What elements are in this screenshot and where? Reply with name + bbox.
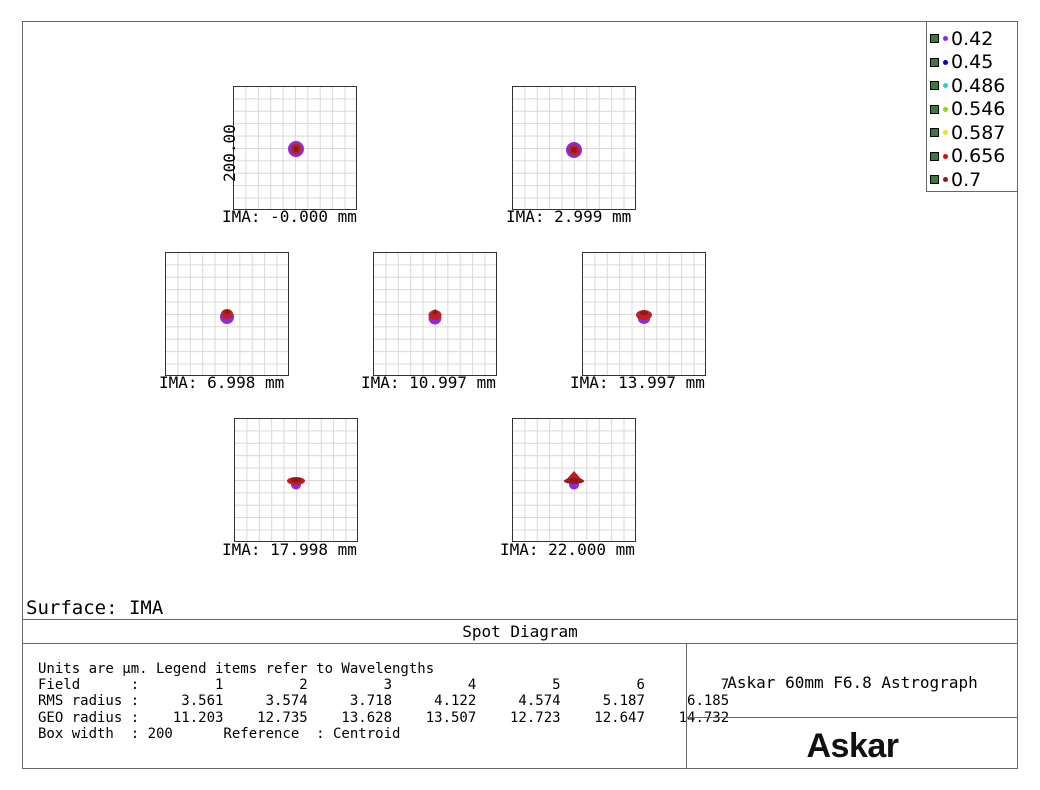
- legend-dot-icon: [943, 130, 948, 136]
- legend-label: 0.656: [951, 145, 1006, 168]
- spot-box-field-6: [234, 418, 358, 542]
- info-block: Units are µm. Legend items refer to Wave…: [38, 661, 729, 742]
- field-label-1: IMA: -0.000 mm: [222, 207, 357, 226]
- spot-box-field-1: [233, 86, 357, 210]
- info-geo-line: GEO radius : 11.203 12.735 13.628 13.507…: [38, 709, 730, 726]
- askar-logo: Askar: [687, 718, 1018, 769]
- spot-box-field-3: [165, 252, 289, 376]
- legend-item-0.7[interactable]: 0.7: [927, 168, 1017, 192]
- info-box-line: Box width : 200 Reference : Centroid: [38, 725, 401, 742]
- info-field-line: Field : 1 2 3 4 5 6 7: [38, 677, 730, 694]
- legend-label: 0.486: [951, 74, 1006, 97]
- legend-item-0.587[interactable]: 0.587: [927, 121, 1017, 145]
- spot-box-field-2: [512, 86, 636, 210]
- legend-checkbox-icon[interactable]: [930, 104, 939, 114]
- legend-item-0.546[interactable]: 0.546: [927, 98, 1017, 122]
- field-label-2: IMA: 2.999 mm: [506, 207, 632, 226]
- surface-label: Surface: IMA: [26, 597, 164, 619]
- legend-dot-icon: [943, 83, 948, 89]
- system-name: Askar 60mm F6.8 Astrograph: [687, 644, 1018, 718]
- legend-checkbox-icon[interactable]: [930, 128, 939, 138]
- diagram-title: Spot Diagram: [22, 619, 1018, 644]
- legend-dot-icon: [943, 106, 948, 112]
- legend-item-0.42[interactable]: 0.42: [927, 27, 1017, 51]
- field-label-6: IMA: 17.998 mm: [222, 540, 357, 559]
- logo-text: Askar: [806, 727, 899, 765]
- system-panel: Askar 60mm F6.8 Astrograph Askar: [686, 644, 1018, 769]
- info-rms-line: RMS radius : 3.561 3.574 3.718 4.122 4.5…: [38, 693, 730, 710]
- legend-item-0.486[interactable]: 0.486: [927, 74, 1017, 98]
- field-label-7: IMA: 22.000 mm: [500, 540, 635, 559]
- info-units-line: Units are µm. Legend items refer to Wave…: [38, 661, 435, 677]
- legend-checkbox-icon[interactable]: [930, 175, 939, 185]
- legend-label: 0.45: [951, 51, 994, 74]
- legend-checkbox-icon[interactable]: [930, 81, 939, 91]
- legend-label: 0.7: [951, 168, 982, 191]
- legend-item-0.656[interactable]: 0.656: [927, 145, 1017, 169]
- legend-label: 0.587: [951, 121, 1006, 144]
- legend-checkbox-icon[interactable]: [930, 151, 939, 161]
- wavelength-legend: 0.42 0.45 0.486 0.546 0.587 0.656 0.7: [926, 22, 1017, 192]
- spot-box-field-7: [512, 418, 636, 542]
- field-label-3: IMA: 6.998 mm: [159, 373, 285, 392]
- legend-dot-icon: [943, 153, 948, 159]
- legend-checkbox-icon[interactable]: [930, 34, 939, 44]
- legend-item-0.45[interactable]: 0.45: [927, 51, 1017, 75]
- spot-box-field-5: [582, 252, 706, 376]
- box-scale-label: 200.00: [220, 124, 239, 182]
- field-label-4: IMA: 10.997 mm: [361, 373, 496, 392]
- legend-dot-icon: [943, 177, 948, 183]
- legend-label: 0.42: [951, 27, 994, 50]
- plot-frame: [22, 21, 1018, 769]
- spot-box-field-4: [373, 252, 497, 376]
- field-label-5: IMA: 13.997 mm: [570, 373, 705, 392]
- legend-checkbox-icon[interactable]: [930, 57, 939, 67]
- legend-label: 0.546: [951, 98, 1006, 121]
- legend-dot-icon: [943, 59, 948, 65]
- legend-dot-icon: [943, 36, 948, 42]
